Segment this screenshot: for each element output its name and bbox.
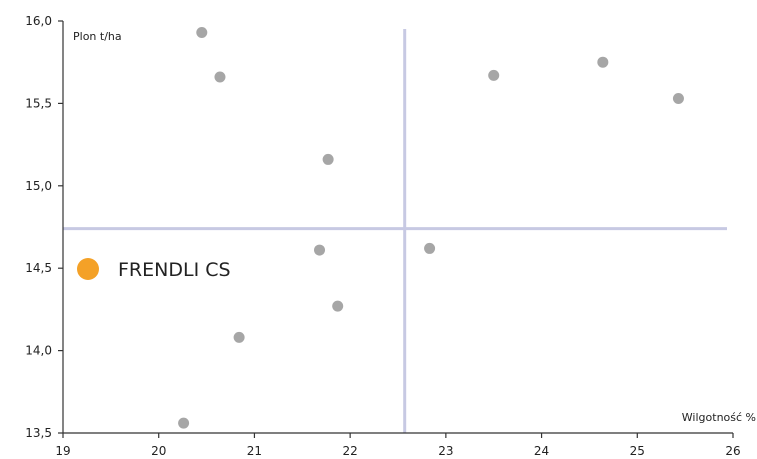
y-tick-label: 14,5 [25, 261, 52, 275]
x-tick-label: 23 [438, 444, 453, 458]
legend-marker [77, 258, 99, 280]
data-point [332, 300, 344, 312]
data-point [672, 92, 684, 104]
legend-label: FRENDLI CS [118, 259, 231, 281]
x-axis-title: Wilgotność % [682, 411, 756, 424]
x-tick-label: 24 [534, 444, 549, 458]
y-tick-label: 15,5 [25, 96, 52, 110]
reference-lines [63, 29, 727, 433]
x-tick-label: 25 [630, 444, 645, 458]
y-tick-label: 15,0 [25, 179, 52, 193]
axes [62, 21, 733, 434]
y-axis-title: Plon t/ha [73, 30, 122, 43]
y-tick-label: 13,5 [25, 426, 52, 440]
data-point [314, 244, 326, 256]
data-points [178, 27, 684, 429]
y-tick-label: 14,0 [25, 344, 52, 358]
data-point [233, 331, 245, 343]
y-ticks: 13,5 14,0 14,5 15,0 15,5 16,0 [25, 14, 63, 440]
legend: FRENDLI CS [77, 258, 231, 281]
y-tick-label: 16,0 [25, 14, 52, 28]
data-point [322, 153, 334, 165]
data-point [488, 69, 500, 81]
data-point [424, 242, 436, 254]
data-point [178, 417, 190, 429]
x-tick-label: 20 [151, 444, 166, 458]
x-tick-label: 21 [247, 444, 262, 458]
x-ticks: 19 20 21 22 23 24 25 26 [55, 433, 741, 458]
data-point [597, 56, 609, 68]
x-tick-label: 26 [725, 444, 740, 458]
data-point [214, 71, 226, 83]
data-point [196, 27, 208, 39]
x-tick-label: 22 [343, 444, 358, 458]
x-tick-label: 19 [55, 444, 70, 458]
